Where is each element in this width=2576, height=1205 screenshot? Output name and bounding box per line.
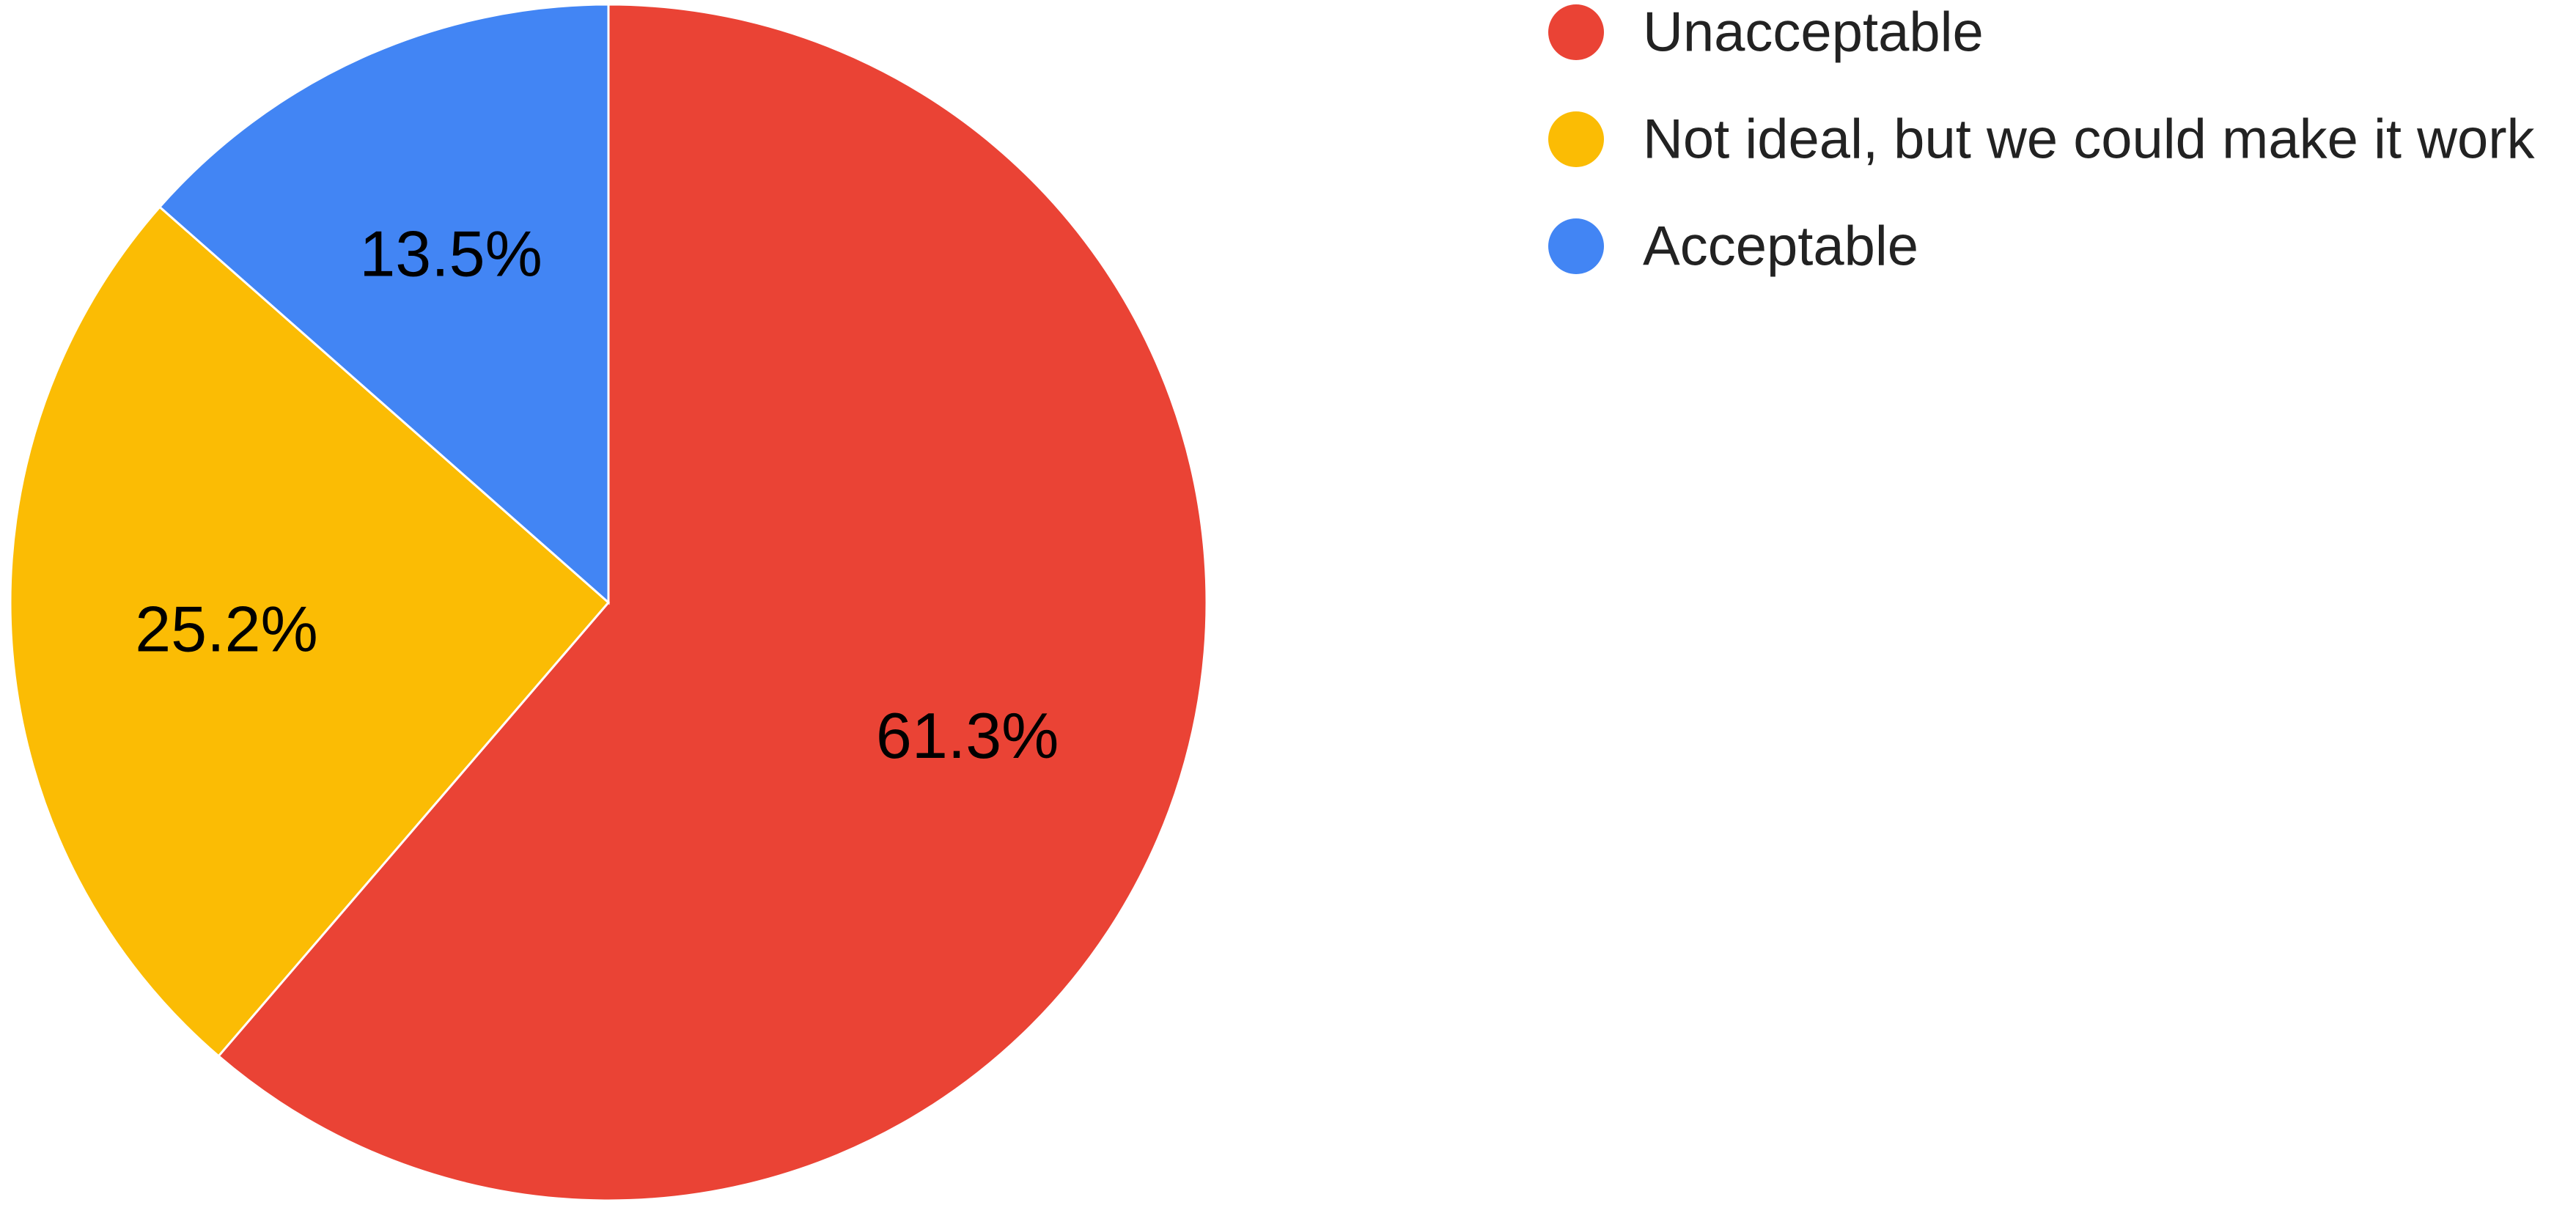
pie-slices xyxy=(9,3,1208,1202)
slice-value-label-acceptable: 13.5% xyxy=(359,218,542,290)
legend-label-unacceptable: Unacceptable xyxy=(1643,1,1984,64)
pie-slice-labels: 61.3% 25.2% 13.5% xyxy=(135,218,1059,772)
slice-value-label-not-ideal-but-we-could-make-it-work: 25.2% xyxy=(135,593,318,666)
legend-label-not-ideal-but-we-could-make-it-work: Not ideal, but we could make it work xyxy=(1643,108,2536,171)
legend-swatch-unacceptable xyxy=(1548,4,1604,60)
pie-slice-unacceptable xyxy=(216,3,1208,1202)
legend-swatch-acceptable xyxy=(1548,218,1604,274)
legend-swatch-not-ideal-but-we-could-make-it-work xyxy=(1548,111,1604,167)
slice-value-label-unacceptable: 61.3% xyxy=(876,699,1059,772)
pie-slice-not-ideal-but-we-could-make-it-work xyxy=(9,205,611,1058)
chart-legend: Unacceptable Not ideal, but we could make… xyxy=(1548,1,2536,278)
pie-slice-acceptable xyxy=(158,3,610,605)
legend-label-acceptable: Acceptable xyxy=(1643,215,1918,278)
